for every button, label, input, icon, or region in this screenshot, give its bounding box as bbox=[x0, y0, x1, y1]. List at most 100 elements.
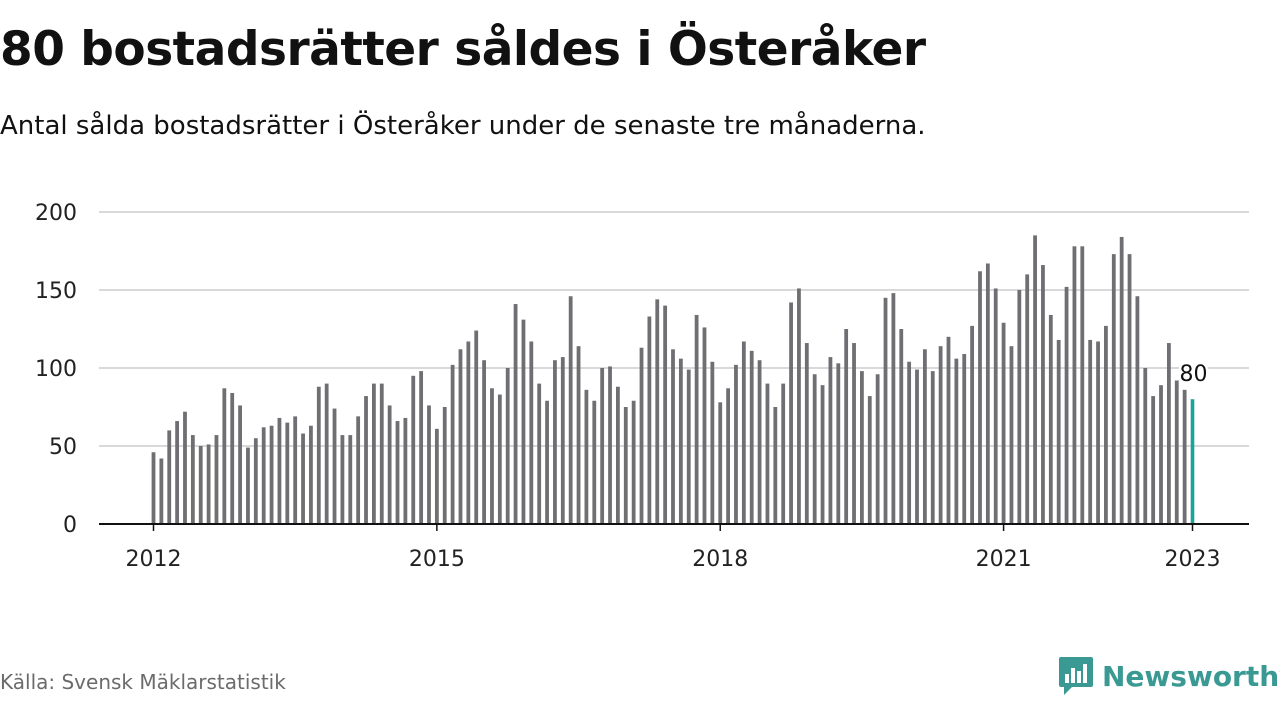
bar bbox=[356, 416, 361, 524]
bar bbox=[450, 364, 455, 524]
bar bbox=[1159, 385, 1163, 524]
bar bbox=[584, 389, 589, 524]
bar bbox=[159, 458, 164, 524]
bar bbox=[757, 360, 762, 524]
bar bbox=[1017, 290, 1022, 524]
bar bbox=[442, 407, 447, 524]
bar bbox=[623, 407, 628, 524]
bar bbox=[702, 327, 707, 524]
bar bbox=[537, 383, 542, 524]
bar bbox=[741, 341, 746, 524]
bar bbox=[592, 400, 597, 524]
bar bbox=[309, 425, 313, 524]
bar bbox=[293, 416, 298, 524]
bar bbox=[797, 288, 801, 524]
bar bbox=[151, 452, 156, 524]
bar bbox=[647, 316, 652, 524]
bar bbox=[694, 314, 699, 524]
bar bbox=[671, 349, 675, 524]
bar bbox=[844, 329, 849, 524]
bar bbox=[1056, 339, 1061, 524]
bar bbox=[875, 374, 880, 524]
bar bbox=[269, 425, 274, 524]
bar bbox=[1166, 343, 1171, 524]
bar bbox=[930, 371, 935, 524]
bar bbox=[387, 405, 392, 524]
bar bbox=[490, 388, 494, 524]
bar bbox=[608, 366, 612, 524]
x-axis-ticks: 2012 2015 2018 2021 2023 bbox=[126, 524, 1221, 572]
bar bbox=[379, 383, 384, 524]
bar bbox=[978, 271, 982, 524]
y-tick-label: 100 bbox=[35, 357, 77, 382]
bar bbox=[1111, 254, 1116, 524]
bar bbox=[324, 383, 329, 524]
bar bbox=[568, 296, 573, 524]
bar bbox=[301, 433, 305, 524]
bar bbox=[183, 411, 187, 524]
bar bbox=[371, 383, 376, 524]
y-tick-label: 0 bbox=[63, 513, 77, 538]
bar bbox=[1135, 296, 1140, 524]
bar bbox=[639, 347, 644, 524]
bar bbox=[403, 417, 408, 524]
bar bbox=[1088, 339, 1093, 524]
source-note: Källa: Svensk Mäklarstatistik bbox=[0, 670, 286, 694]
bar bbox=[860, 371, 864, 524]
bar bbox=[348, 435, 353, 524]
bar bbox=[497, 394, 502, 524]
bar bbox=[1096, 341, 1100, 524]
bar bbox=[576, 346, 581, 524]
bar bbox=[1080, 246, 1085, 524]
page-subtitle: Antal sålda bostadsrätter i Österåker un… bbox=[0, 111, 926, 141]
x-tick-label: 2023 bbox=[1165, 547, 1221, 572]
bar bbox=[206, 444, 211, 524]
bar bbox=[1064, 286, 1069, 524]
bar bbox=[246, 447, 250, 524]
bar bbox=[285, 422, 290, 524]
bar bbox=[600, 368, 605, 524]
bar bbox=[1041, 265, 1045, 524]
bar bbox=[655, 299, 660, 524]
bar bbox=[820, 385, 825, 524]
bar bbox=[678, 358, 683, 524]
bar bbox=[686, 369, 691, 524]
bar bbox=[993, 288, 998, 524]
bar bbox=[773, 407, 778, 524]
bar bbox=[230, 392, 235, 524]
bar bbox=[427, 405, 431, 524]
bar bbox=[1119, 236, 1124, 524]
bar bbox=[663, 305, 668, 524]
bar bbox=[883, 297, 888, 524]
bar bbox=[907, 361, 912, 524]
bar bbox=[458, 349, 463, 524]
bar bbox=[1072, 246, 1077, 524]
bar bbox=[529, 341, 534, 524]
bar bbox=[836, 363, 841, 524]
last-value-label: 80 bbox=[1180, 362, 1208, 387]
bar bbox=[1001, 322, 1006, 524]
bar bbox=[1048, 314, 1053, 524]
bar bbox=[734, 364, 738, 524]
x-tick-label: 2018 bbox=[692, 547, 748, 572]
bar bbox=[238, 405, 242, 524]
bar bbox=[749, 350, 754, 524]
bar bbox=[954, 358, 959, 524]
bar bbox=[332, 408, 337, 524]
brand-logo[interactable]: Newsworthy bbox=[1058, 654, 1280, 698]
bar bbox=[765, 383, 770, 524]
bar bbox=[340, 435, 345, 524]
y-tick-label: 50 bbox=[49, 435, 77, 460]
bar bbox=[175, 421, 180, 524]
bar bbox=[828, 357, 833, 524]
bar bbox=[938, 346, 943, 524]
x-tick-label: 2012 bbox=[126, 547, 182, 572]
bar bbox=[190, 435, 195, 524]
bar bbox=[419, 371, 424, 524]
bar bbox=[946, 336, 951, 524]
bar bbox=[812, 374, 817, 524]
newsworthy-logo-icon bbox=[1059, 657, 1093, 695]
bar bbox=[922, 349, 927, 524]
bar bbox=[718, 402, 723, 524]
